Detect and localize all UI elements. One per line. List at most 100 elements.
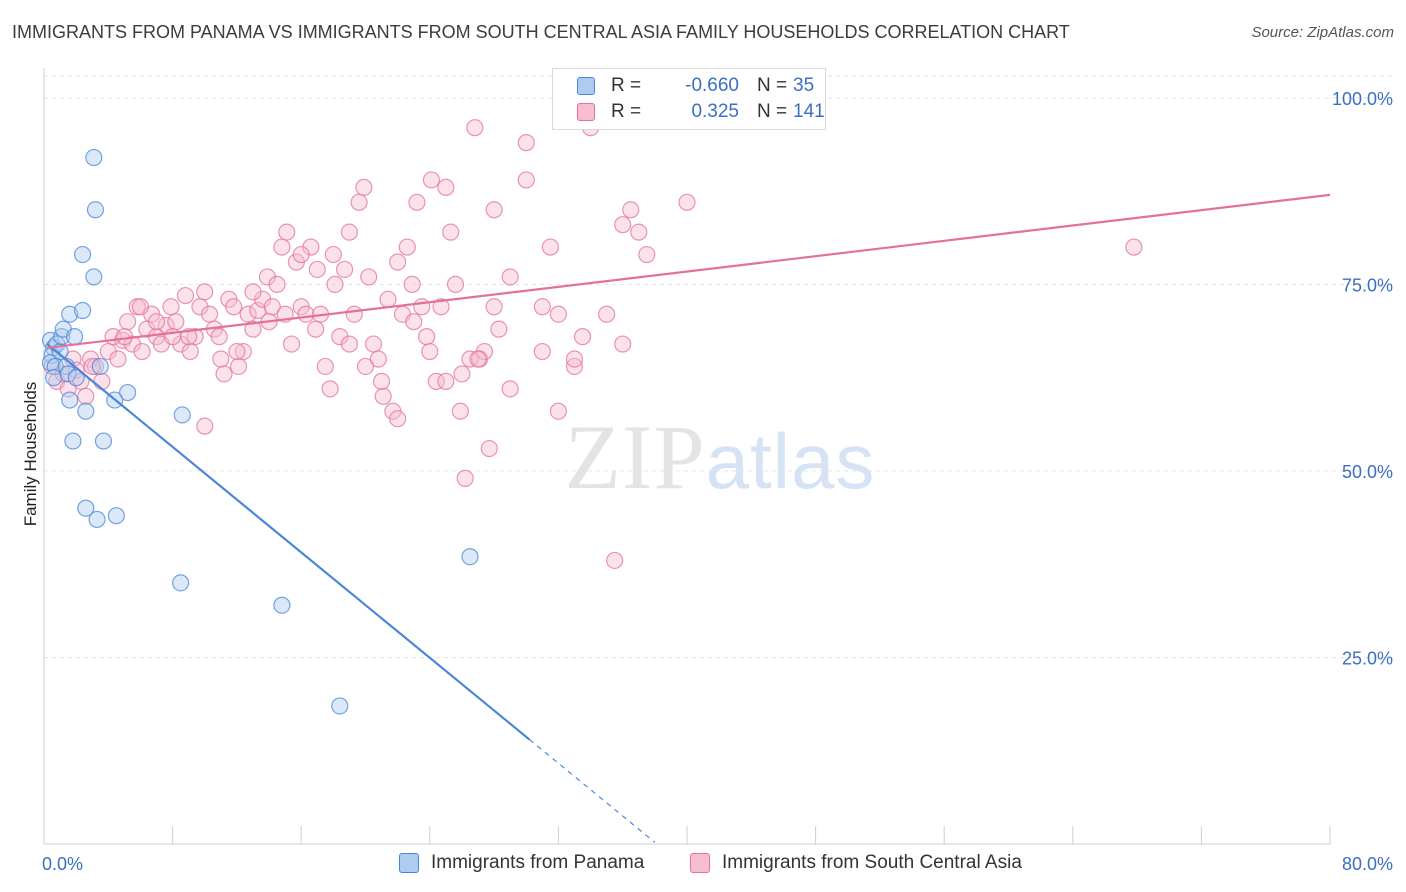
- point-sca: [326, 275, 344, 293]
- legend-r-label: R =: [611, 101, 642, 122]
- point-sca: [282, 335, 301, 353]
- point-sca: [614, 216, 632, 234]
- series-legend-swatch-sca: [690, 853, 710, 873]
- point-sca: [364, 335, 383, 353]
- trend-lines: [46, 193, 1331, 843]
- point-panama: [65, 328, 84, 346]
- point-sca: [131, 298, 150, 316]
- point-sca: [316, 357, 334, 376]
- point-sca: [109, 350, 127, 368]
- point-sca: [228, 342, 246, 361]
- legend-swatch-panama: [577, 77, 595, 95]
- point-sca: [356, 357, 375, 376]
- point-sca: [573, 328, 592, 346]
- series-panama-points: [41, 148, 479, 715]
- point-sca: [196, 417, 214, 435]
- point-sca: [533, 342, 551, 361]
- point-sca: [321, 380, 339, 398]
- chart-title: IMMIGRANTS FROM PANAMA VS IMMIGRANTS FRO…: [12, 22, 1070, 42]
- point-sca: [417, 328, 436, 346]
- point-sca: [350, 193, 368, 211]
- point-sca: [164, 328, 182, 346]
- point-sca: [638, 245, 656, 264]
- point-panama: [85, 268, 103, 286]
- point-panama: [118, 383, 137, 402]
- point-sca: [413, 298, 431, 316]
- point-panama: [172, 574, 190, 592]
- point-sca: [614, 335, 632, 353]
- legend-swatch-sca: [577, 103, 595, 121]
- point-sca: [453, 365, 471, 383]
- point-sca: [469, 350, 487, 368]
- y-axis-label: Family Households: [21, 381, 40, 527]
- point-sca: [340, 223, 359, 241]
- point-sca: [437, 178, 455, 196]
- point-panama: [77, 499, 95, 517]
- point-sca: [167, 313, 185, 331]
- point-sca: [427, 372, 445, 390]
- point-sca: [622, 201, 640, 219]
- point-sca: [308, 260, 326, 279]
- point-sca: [432, 298, 450, 316]
- trend-line-sca: [47, 193, 1331, 349]
- point-panama: [173, 406, 191, 424]
- point-sca: [403, 275, 421, 293]
- point-sca: [93, 372, 111, 390]
- y-tick-label: 75.0%: [1342, 275, 1393, 295]
- point-sca: [517, 134, 535, 152]
- point-sca: [374, 387, 392, 405]
- legend-n-value: 141: [793, 101, 825, 122]
- point-panama: [61, 391, 79, 409]
- point-sca: [541, 238, 559, 256]
- point-sca: [1125, 238, 1143, 256]
- point-sca: [398, 238, 416, 256]
- point-sca: [162, 298, 180, 316]
- point-panama: [61, 305, 79, 323]
- trend-extension-panama: [529, 739, 656, 843]
- point-sca: [278, 223, 296, 241]
- point-sca: [273, 238, 291, 256]
- point-panama: [94, 432, 113, 450]
- point-sca: [517, 171, 535, 189]
- point-sca: [200, 305, 219, 323]
- point-sca: [485, 201, 503, 219]
- y-tick-label: 25.0%: [1342, 648, 1393, 668]
- point-sca: [340, 335, 359, 353]
- watermark-atlas: atlas: [706, 417, 876, 505]
- point-sca: [501, 380, 519, 398]
- point-panama: [331, 697, 349, 715]
- point-sca: [485, 298, 503, 316]
- point-sca: [77, 387, 95, 405]
- legend-r-value: 0.325: [691, 101, 739, 122]
- point-sca: [549, 305, 568, 323]
- point-sca: [297, 305, 315, 323]
- point-sca: [379, 290, 397, 308]
- point-sca: [405, 313, 423, 331]
- point-sca: [181, 342, 199, 361]
- point-sca: [118, 313, 137, 331]
- point-panama: [107, 507, 125, 525]
- point-panama: [77, 402, 95, 420]
- point-panama: [45, 369, 63, 387]
- point-sca: [186, 328, 204, 346]
- legend-r-value: -0.660: [685, 75, 739, 96]
- point-sca: [215, 365, 233, 383]
- point-sca: [442, 223, 460, 241]
- point-sca: [490, 320, 508, 338]
- point-sca: [345, 305, 363, 323]
- tick-labels: 25.0% 50.0% 75.0% 100.0% 0.0% 80.0%: [42, 89, 1393, 874]
- point-sca: [549, 402, 568, 420]
- point-sca: [225, 298, 243, 316]
- point-panama: [91, 357, 109, 376]
- point-sca: [210, 328, 228, 346]
- point-sca: [606, 551, 624, 570]
- point-sca: [212, 350, 230, 368]
- point-sca: [598, 305, 616, 323]
- y-tick-label: 50.0%: [1342, 462, 1393, 482]
- point-sca: [501, 268, 519, 286]
- point-sca: [408, 193, 426, 211]
- point-sca: [360, 268, 378, 286]
- point-panama: [273, 596, 291, 614]
- point-sca: [307, 320, 325, 338]
